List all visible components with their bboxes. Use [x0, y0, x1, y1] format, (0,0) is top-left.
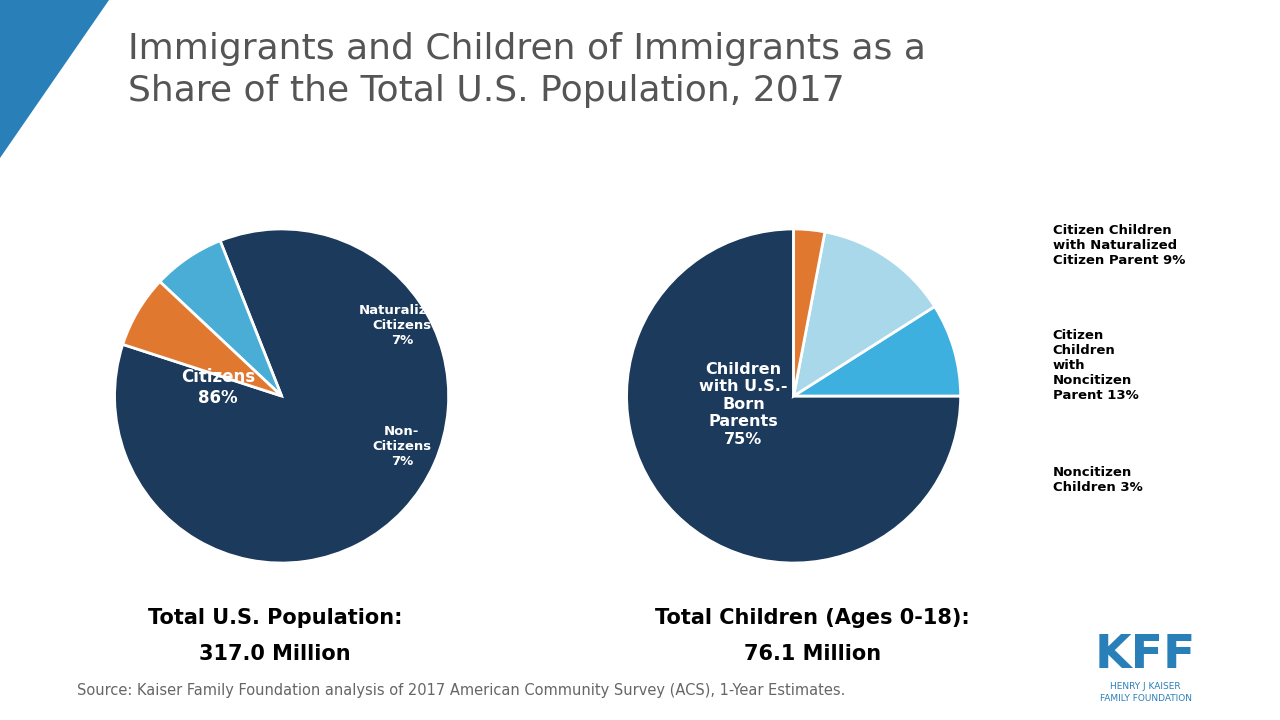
Wedge shape	[160, 240, 282, 396]
Text: HENRY J KAISER
FAMILY FOUNDATION: HENRY J KAISER FAMILY FOUNDATION	[1100, 682, 1192, 703]
Wedge shape	[115, 229, 448, 563]
Text: Source: Kaiser Family Foundation analysis of 2017 American Community Survey (ACS: Source: Kaiser Family Foundation analysi…	[77, 683, 845, 698]
Text: Noncitizen
Children 3%: Noncitizen Children 3%	[1052, 466, 1142, 493]
Text: Non-
Citizens
7%: Non- Citizens 7%	[372, 425, 431, 467]
Wedge shape	[123, 282, 282, 396]
Text: 317.0 Million: 317.0 Million	[200, 644, 351, 665]
Text: Immigrants and Children of Immigrants as a
Share of the Total U.S. Population, 2: Immigrants and Children of Immigrants as…	[128, 32, 925, 109]
Text: Total U.S. Population:: Total U.S. Population:	[148, 608, 402, 629]
Text: KFF: KFF	[1094, 633, 1197, 678]
Text: 76.1 Million: 76.1 Million	[744, 644, 882, 665]
Wedge shape	[794, 307, 961, 396]
Text: Citizens
86%: Citizens 86%	[180, 368, 255, 407]
Text: Children
with U.S.-
Born
Parents
75%: Children with U.S.- Born Parents 75%	[699, 362, 787, 446]
Text: Citizen
Children
with
Noncitizen
Parent 13%: Citizen Children with Noncitizen Parent …	[1052, 330, 1138, 402]
Text: Total Children (Ages 0-18):: Total Children (Ages 0-18):	[655, 608, 970, 629]
Text: Citizen Children
with Naturalized
Citizen Parent 9%: Citizen Children with Naturalized Citize…	[1052, 224, 1185, 267]
Wedge shape	[627, 229, 961, 563]
Wedge shape	[794, 232, 934, 396]
Text: Naturalized
Citizens
7%: Naturalized Citizens 7%	[358, 305, 445, 347]
Wedge shape	[794, 229, 824, 396]
